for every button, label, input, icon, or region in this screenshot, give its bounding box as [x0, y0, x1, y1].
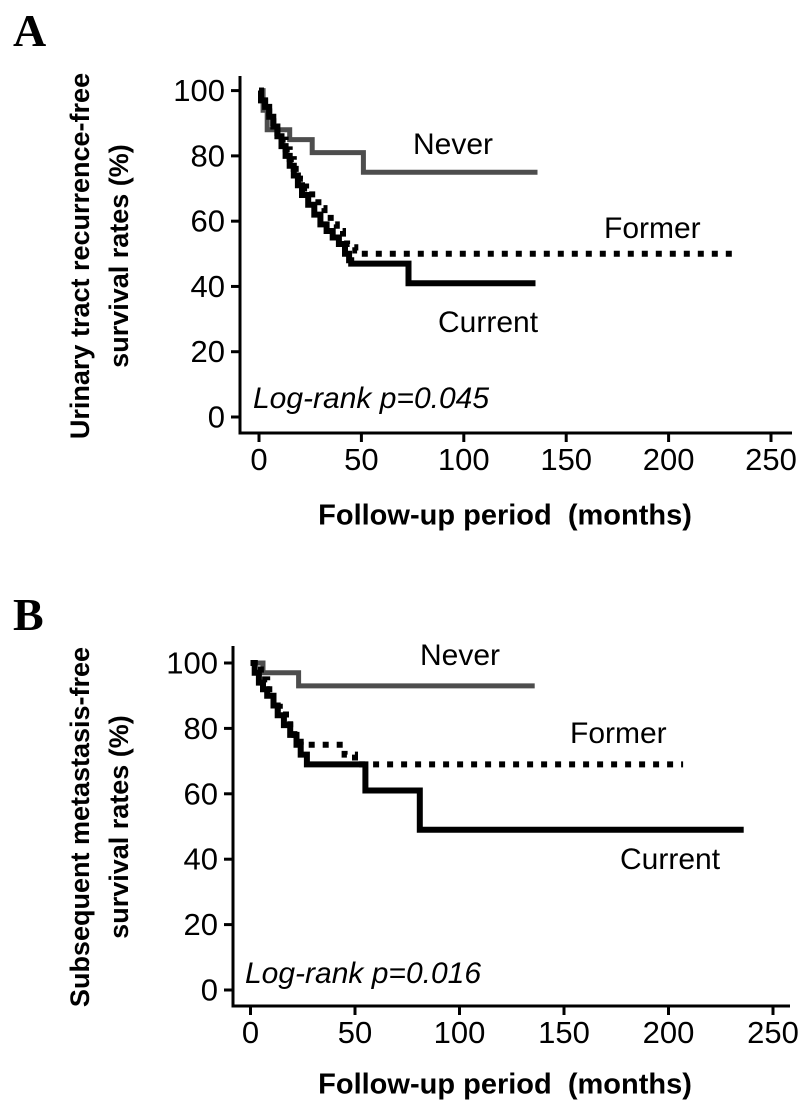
panel-b-plot: 0 20 40 60 80 100 0 50 100 150 200 250 — [166, 646, 799, 1051]
x-tick-label: 250 — [747, 1015, 799, 1050]
panel-b-never-curve-label: Never — [420, 639, 501, 672]
panel-a-y-axis-title-line1: Urinary tract recurrence-free — [65, 72, 95, 440]
panel-b-y-axis-title-line1: Subsequent metastasis-free — [65, 646, 95, 1008]
panel-b-y-axis-title-line2: survival rates (%) — [104, 715, 134, 939]
x-tick-label: 200 — [643, 1015, 695, 1050]
x-tick-label: 100 — [434, 1015, 486, 1050]
curve-never — [250, 660, 535, 689]
y-tick-label: 0 — [201, 973, 218, 1008]
panel-b-logrank-text: Log-rank p=0.016 — [245, 957, 482, 990]
x-tick-label: 200 — [643, 442, 695, 477]
x-tick-label: 150 — [540, 442, 592, 477]
panel-b-x-axis-title: Follow-up period (months) — [318, 1068, 692, 1101]
y-tick-label: 100 — [173, 73, 225, 108]
y-tick-label: 60 — [191, 204, 225, 239]
x-tick-label: 50 — [344, 442, 378, 477]
y-tick-label: 80 — [184, 711, 218, 746]
x-tick-label: 0 — [242, 1015, 259, 1050]
y-tick-label: 20 — [191, 334, 225, 369]
panel-b-y-axis-title: Subsequent metastasis-free survival rate… — [61, 647, 139, 1007]
axis-lines — [231, 646, 790, 1008]
y-tick-label: 60 — [184, 776, 218, 811]
panel-a-current-curve-label: Current — [438, 306, 539, 339]
curve-current — [250, 660, 744, 833]
panel-a-plot: 0 20 40 60 80 100 0 50 100 150 200 250 — [173, 73, 797, 477]
y-tick-label: 100 — [166, 646, 218, 681]
panel-a-letter: A — [13, 5, 47, 56]
panel-a-former-curve-label: Former — [604, 212, 701, 245]
x-tick-label: 50 — [338, 1015, 372, 1050]
y-tick-label: 20 — [184, 907, 218, 942]
panel-b-former-curve-label: Former — [570, 717, 667, 750]
axis-lines — [238, 76, 792, 435]
panel-b-current-curve-label: Current — [620, 843, 721, 876]
y-tick-label: 80 — [191, 138, 225, 173]
panel-a-x-axis-title: Follow-up period (months) — [318, 499, 692, 532]
x-tick-label: 0 — [250, 442, 267, 477]
y-tick-label: 40 — [191, 269, 225, 304]
curve-never — [259, 88, 538, 175]
y-tick-label: 0 — [208, 400, 225, 435]
panel-a-logrank-text: Log-rank p=0.045 — [253, 382, 490, 415]
panel-b-letter: B — [13, 589, 44, 640]
y-tick-label: 40 — [184, 842, 218, 877]
x-tick-label: 250 — [745, 442, 797, 477]
panel-a-y-axis-title: Urinary tract recurrence-free survival r… — [61, 73, 139, 439]
x-tick-label: 100 — [438, 442, 490, 477]
panel-a-y-axis-title-line2: survival rates (%) — [104, 144, 134, 368]
curve-current — [258, 87, 536, 287]
panel-a-never-curve-label: Never — [413, 128, 494, 161]
x-tick-label: 150 — [538, 1015, 590, 1050]
